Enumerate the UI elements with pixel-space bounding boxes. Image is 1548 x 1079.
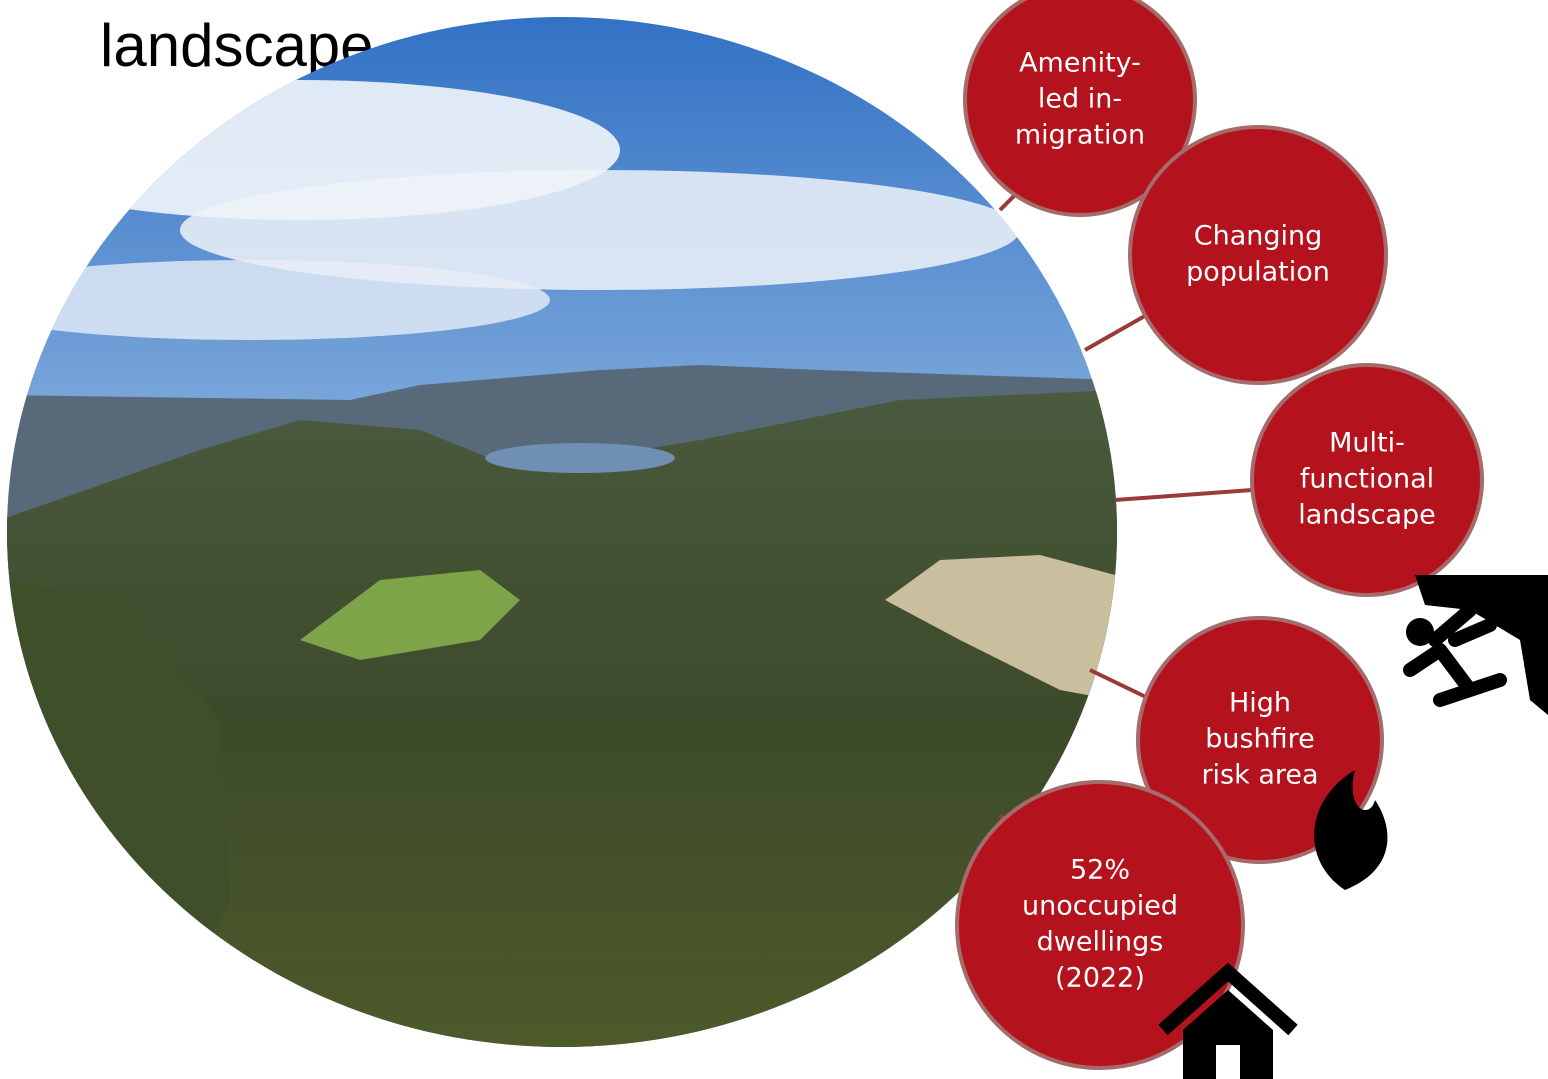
node: Changing population [1130, 127, 1386, 383]
node-label: Amenity- [1019, 48, 1141, 79]
node-label: population [1186, 257, 1330, 288]
node-label: functional [1300, 464, 1434, 495]
landscape-photo [0, 0, 1120, 1050]
node-label: dwellings [1037, 927, 1164, 958]
node-label: High [1229, 688, 1291, 719]
node-label: Multi- [1329, 428, 1405, 459]
node: Multi-functional landscape [1252, 365, 1482, 595]
node-label: 52% [1070, 855, 1130, 886]
node-label: migration [1015, 120, 1145, 151]
node-circle [1130, 127, 1386, 383]
page: {"title": "landscape", "nodes": [ {"line… [0, 0, 1548, 1079]
connector [1090, 670, 1148, 698]
node-label: Changing [1194, 221, 1323, 252]
node-label: led in- [1038, 84, 1122, 115]
node-label: (2022) [1055, 963, 1145, 994]
node-label: unoccupied [1022, 891, 1178, 922]
node-label: bushfire [1205, 724, 1315, 755]
slide: landscape Amenity-led in-migrationChangi… [0, 0, 1548, 1079]
node-label: risk area [1201, 760, 1318, 791]
connector [1115, 490, 1252, 500]
connector [1085, 313, 1150, 350]
climber-icon [1406, 575, 1548, 715]
node-label: landscape [1298, 500, 1436, 531]
